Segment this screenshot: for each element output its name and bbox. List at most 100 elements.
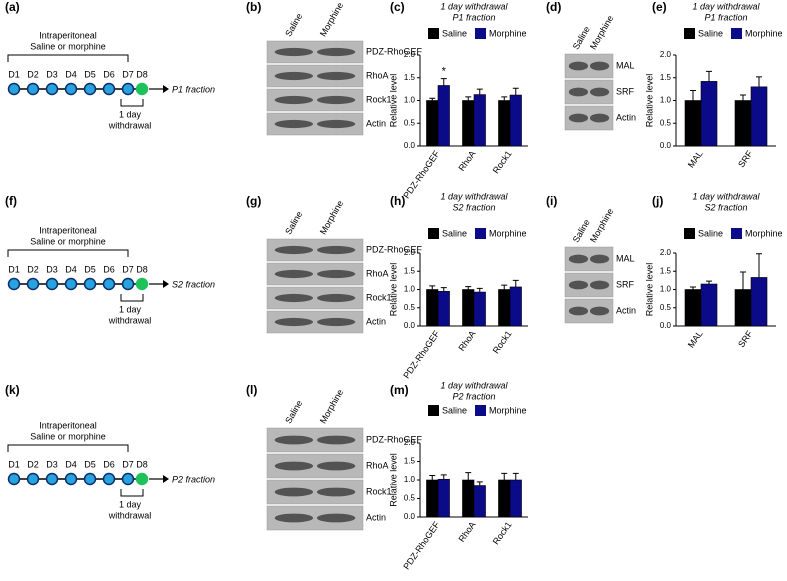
- arrow-head: [163, 475, 169, 483]
- legend-swatch: [731, 28, 742, 39]
- band-label: SRF: [616, 279, 635, 289]
- bracket: [7, 249, 129, 257]
- panel-label: (l): [246, 383, 257, 397]
- band-label: Actin: [366, 512, 386, 522]
- panel-label: (a): [5, 0, 20, 14]
- x-tick-label: PDZ-RhoGEF: [401, 519, 442, 571]
- error-bar: [476, 481, 483, 486]
- band-signal: [274, 245, 314, 255]
- day-label: D7: [122, 459, 134, 469]
- bar: [700, 81, 718, 147]
- route-label: Intraperitoneal: [39, 225, 97, 235]
- band-signal: [316, 487, 356, 497]
- band-label: PDZ-RhoGEF: [366, 46, 423, 56]
- day-label: D8: [136, 459, 148, 469]
- band-signal: [274, 513, 314, 523]
- fraction-label: S2 fraction: [172, 279, 215, 289]
- band-signal: [589, 113, 610, 123]
- arrow-head: [163, 280, 169, 288]
- day-dot: [83, 82, 97, 96]
- bar: [684, 100, 702, 147]
- band-signal: [316, 47, 356, 57]
- band-signal: [568, 280, 589, 290]
- y-axis-label: Relative level: [644, 74, 654, 128]
- chart-subtitle: P2 fraction: [452, 391, 495, 401]
- chart-subtitle: S2 fraction: [704, 202, 747, 212]
- y-tick-label: 1.5: [404, 73, 416, 82]
- bar: [473, 291, 486, 327]
- x-tick-label: PDZ-RhoGEF: [401, 328, 442, 380]
- error-bar: [501, 472, 508, 480]
- bar: [700, 283, 718, 327]
- bar: [437, 478, 450, 518]
- band-signal: [274, 461, 314, 471]
- legend-label: Saline: [442, 28, 467, 38]
- blot-band: [266, 64, 364, 88]
- error-bar: [740, 271, 746, 290]
- band-signal: [274, 435, 314, 445]
- band-signal: [274, 269, 314, 279]
- band-signal: [274, 293, 314, 303]
- day-dot: [7, 277, 21, 291]
- bar: [426, 479, 439, 518]
- withdrawal-label: 1 day: [119, 109, 142, 119]
- y-axis-label: Relative level: [388, 74, 398, 128]
- band-signal: [316, 119, 356, 129]
- day-label: D3: [46, 459, 58, 469]
- band-label: RhoA: [366, 70, 389, 80]
- bracket: [7, 54, 129, 62]
- day-label: D6: [103, 459, 115, 469]
- band-signal: [316, 95, 356, 105]
- band-signal: [589, 254, 610, 264]
- band-signal: [316, 245, 356, 255]
- chart-title: 1 day withdrawal: [440, 191, 508, 201]
- band-label: Actin: [366, 118, 386, 128]
- withdrawal-label: withdrawal: [108, 315, 152, 325]
- bar: [437, 291, 450, 327]
- panel-label: (c): [390, 0, 405, 14]
- withdrawal-label: withdrawal: [108, 120, 152, 130]
- day-dot: [135, 82, 149, 96]
- chart-subtitle: P1 fraction: [452, 12, 495, 22]
- x-tick-label: RhoA: [456, 520, 477, 544]
- day-label: D5: [84, 459, 96, 469]
- day-dot: [26, 472, 40, 486]
- error-bar: [476, 88, 483, 95]
- bar: [473, 485, 486, 518]
- fraction-label: P2 fraction: [172, 474, 215, 484]
- panel-label: (b): [246, 0, 261, 14]
- chart-title: 1 day withdrawal: [440, 380, 508, 390]
- day-dot: [102, 277, 116, 291]
- withdrawal-label: 1 day: [119, 304, 142, 314]
- band-signal: [274, 317, 314, 327]
- fraction-label: P1 fraction: [172, 84, 215, 94]
- legend-swatch: [475, 405, 486, 416]
- day-label: D8: [136, 264, 148, 274]
- bar: [509, 286, 522, 327]
- y-tick-label: 0.5: [404, 303, 416, 312]
- day-dot: [64, 472, 78, 486]
- band-label: Rock1: [366, 486, 392, 496]
- chart-subtitle: P1 fraction: [704, 12, 747, 22]
- y-tick-label: 2.0: [404, 50, 416, 59]
- band-signal: [316, 293, 356, 303]
- legend-label: Morphine: [745, 28, 783, 38]
- day-dot: [45, 472, 59, 486]
- band-label: RhoA: [366, 268, 389, 278]
- bar: [509, 479, 522, 518]
- blot-band: [266, 238, 364, 262]
- error-bar: [501, 96, 508, 101]
- lane-label: Morphine: [318, 199, 345, 237]
- bar: [498, 289, 511, 327]
- bar: [509, 94, 522, 147]
- lane-label: Morphine: [318, 1, 345, 39]
- bar: [426, 289, 439, 327]
- day-label: D6: [103, 69, 115, 79]
- panel-label: (f): [5, 194, 17, 208]
- y-tick-label: 0.0: [404, 512, 416, 521]
- band-label: Actin: [616, 112, 636, 122]
- blot-band: [266, 112, 364, 136]
- y-tick-label: 2.0: [660, 50, 672, 59]
- y-tick-label: 1.5: [660, 266, 672, 275]
- withdrawal-bracket: [120, 99, 144, 107]
